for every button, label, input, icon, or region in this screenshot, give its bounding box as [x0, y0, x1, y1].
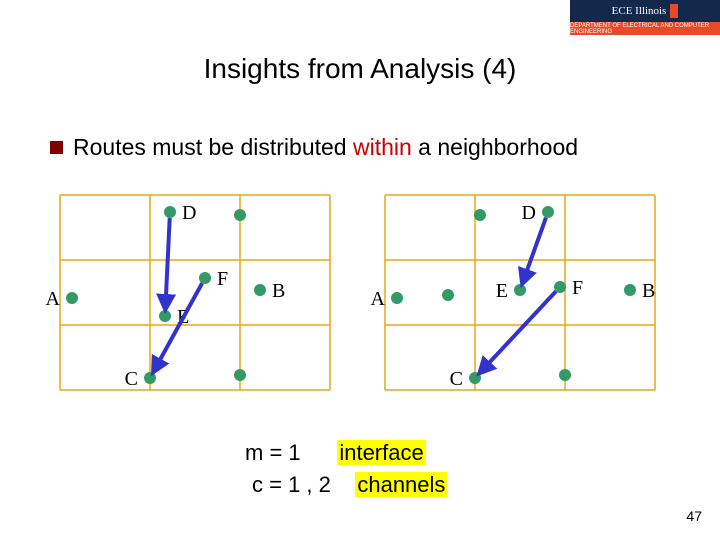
- bullet-line: Routes must be distributed within a neig…: [50, 134, 578, 161]
- svg-text:F: F: [572, 277, 583, 299]
- svg-text:A: A: [371, 288, 386, 310]
- bullet-text: Routes must be distributed within a neig…: [73, 134, 578, 161]
- svg-text:D: D: [522, 202, 536, 224]
- block-i-icon: [670, 4, 678, 18]
- svg-text:C: C: [125, 368, 138, 390]
- svg-text:D: D: [182, 202, 196, 224]
- bullet-pre: Routes must be distributed: [73, 134, 353, 160]
- c-value: channels: [355, 472, 447, 497]
- page-title: Insights from Analysis (4): [0, 53, 720, 85]
- c-label: c = 1 , 2: [252, 472, 331, 497]
- logo: ECE Illinois DEPARTMENT OF ELECTRICAL AN…: [570, 0, 720, 35]
- logo-label: ECE Illinois: [612, 5, 667, 17]
- svg-text:B: B: [272, 280, 285, 302]
- svg-text:F: F: [217, 268, 228, 290]
- bullet-hi: within: [353, 134, 412, 160]
- svg-text:B: B: [642, 280, 655, 302]
- logo-sub: DEPARTMENT OF ELECTRICAL AND COMPUTER EN…: [570, 22, 720, 35]
- m-value: interface: [337, 440, 425, 465]
- bullet-icon: [50, 141, 63, 154]
- svg-text:E: E: [177, 306, 189, 328]
- bullet-post: a neighborhood: [412, 134, 578, 160]
- svg-text:E: E: [496, 280, 508, 302]
- svg-text:C: C: [450, 368, 463, 390]
- m-label: m = 1: [245, 440, 301, 465]
- svg-text:A: A: [46, 288, 61, 310]
- page-number: 47: [686, 508, 702, 524]
- caption-c: c = 1 , 2 channels: [252, 472, 447, 498]
- caption-m: m = 1 interface: [245, 440, 426, 466]
- logo-text: ECE Illinois: [570, 0, 720, 22]
